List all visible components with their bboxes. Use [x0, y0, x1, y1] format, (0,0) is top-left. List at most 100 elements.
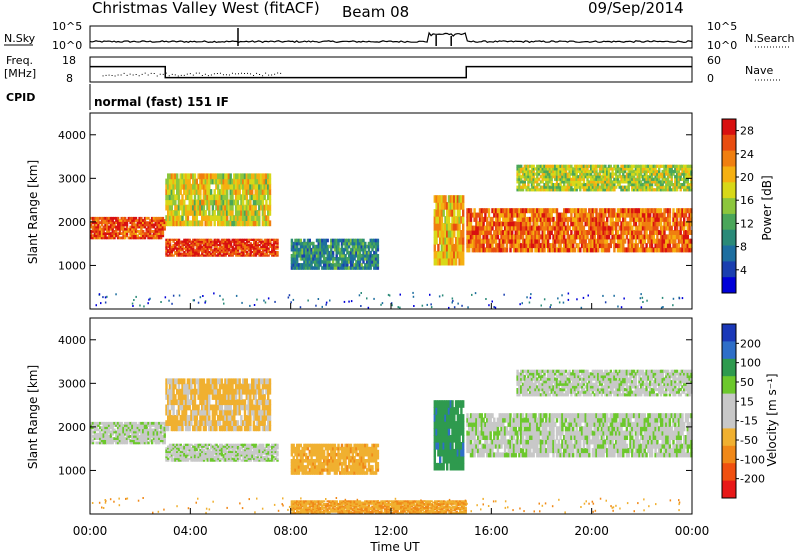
- heatmap-cell: [188, 173, 191, 180]
- heatmap-cell: [220, 199, 223, 206]
- heatmap-cell: [215, 240, 218, 243]
- heatmap-cell: [462, 202, 465, 210]
- heatmap-cell: [165, 194, 168, 201]
- heatmap-cell: [468, 234, 471, 240]
- heatmap-cell: [229, 242, 233, 245]
- heatmap-cell: [346, 247, 349, 252]
- heatmap-cell: [552, 216, 555, 222]
- heatmap-cell: [554, 208, 557, 214]
- heatmap-cell: [209, 194, 213, 201]
- heatmap-cell: [93, 230, 96, 233]
- heatmap-cell: [174, 252, 177, 255]
- heatmap-cell: [247, 220, 250, 227]
- heatmap-cell: [365, 266, 369, 270]
- power-colorbar-label: Power [dB]: [760, 175, 774, 240]
- station-title: Christmas Valley West (fitACF): [92, 0, 320, 17]
- heatmap-cell: [659, 221, 663, 227]
- heatmap-cell: [188, 178, 191, 185]
- heatmap-cell: [243, 220, 247, 227]
- heatmap-cell: [546, 216, 550, 222]
- heatmap-cell: [530, 225, 534, 231]
- heatmap-cell: [170, 173, 173, 180]
- heatmap-cell: [102, 232, 105, 235]
- heatmap-cell: [486, 247, 489, 253]
- heatmap-cell: [339, 247, 342, 252]
- heatmap-cell: [233, 247, 236, 250]
- heatmap-speck: [274, 300, 276, 303]
- heatmap-cell: [668, 216, 672, 222]
- heatmap-speck: [256, 298, 258, 301]
- heatmap-cell: [142, 225, 145, 229]
- heatmap-cell: [265, 249, 268, 252]
- heatmap-cell: [258, 250, 261, 254]
- heatmap-cell: [471, 247, 474, 253]
- freq-left-tick-top: 18: [62, 54, 76, 67]
- heatmap-cell: [251, 238, 254, 241]
- heatmap-cell: [541, 208, 544, 214]
- heatmap-cell: [226, 204, 229, 211]
- heatmap-cell: [210, 245, 213, 248]
- heatmap-cell: [489, 216, 492, 222]
- heatmap-cell: [550, 212, 553, 218]
- heatmap-cell: [253, 252, 256, 255]
- heatmap-cell: [362, 238, 365, 243]
- heatmap-cell: [228, 242, 231, 245]
- heatmap-cell: [235, 238, 238, 241]
- heatmap-cell: [244, 243, 247, 247]
- heatmap-cell: [209, 178, 213, 185]
- heatmap-cell: [494, 230, 498, 235]
- heatmap-cell: [606, 216, 609, 222]
- heatmap-cell: [188, 240, 191, 243]
- heatmap-speck: [380, 303, 382, 306]
- heatmap-cell: [650, 243, 654, 249]
- heatmap-cell: [348, 266, 351, 270]
- heatmap-cell: [93, 232, 96, 235]
- heatmap-cell: [159, 219, 163, 222]
- heatmap-cell: [306, 263, 310, 267]
- heatmap-cell: [369, 257, 372, 261]
- heatmap-cell: [168, 247, 172, 250]
- heatmap-cell: [566, 208, 569, 214]
- heatmap-cell: [503, 216, 507, 222]
- heatmap-cell: [204, 249, 208, 252]
- heatmap-cell: [340, 254, 344, 258]
- heatmap-cell: [503, 238, 507, 244]
- heatmap-cell: [181, 199, 184, 206]
- heatmap-cell: [168, 183, 172, 190]
- heatmap-cell: [539, 212, 543, 218]
- heatmap-cell: [233, 243, 236, 247]
- heatmap-cell: [186, 210, 190, 216]
- heatmap-cell: [468, 243, 471, 249]
- heatmap-cell: [150, 219, 154, 222]
- heatmap-cell: [116, 232, 120, 235]
- heatmap-cell: [530, 234, 534, 240]
- heatmap-cell: [290, 257, 294, 261]
- heatmap-cell: [500, 243, 503, 249]
- heatmap-cell: [129, 232, 132, 235]
- heatmap-cell: [679, 216, 682, 222]
- heatmap-cell: [516, 238, 519, 244]
- heatmap-cell: [256, 215, 259, 221]
- heatmap-cell: [177, 189, 181, 195]
- heatmap-cell: [543, 238, 546, 244]
- heatmap-cell: [213, 220, 216, 227]
- heatmap-cell: [263, 178, 266, 185]
- colorbar-swatch: [722, 245, 736, 262]
- heatmap-cell: [369, 254, 372, 258]
- heatmap-cell: [276, 247, 279, 250]
- heatmap-cell: [317, 244, 320, 249]
- heatmap-cell: [251, 243, 254, 247]
- heatmap-cell: [245, 238, 249, 241]
- heatmap-cell: [260, 242, 263, 245]
- heatmap-cell: [192, 249, 195, 252]
- heatmap-cell: [520, 221, 523, 227]
- heatmap-cell: [360, 244, 363, 249]
- heatmap-cell: [254, 245, 258, 248]
- heatmap-cell: [90, 234, 93, 238]
- heatmap-cell: [477, 225, 480, 231]
- heatmap-cell: [256, 189, 259, 195]
- heatmap-cell: [152, 219, 156, 222]
- heatmap-cell: [145, 230, 148, 233]
- heatmap-cell: [491, 216, 494, 222]
- heatmap-cell: [185, 247, 188, 250]
